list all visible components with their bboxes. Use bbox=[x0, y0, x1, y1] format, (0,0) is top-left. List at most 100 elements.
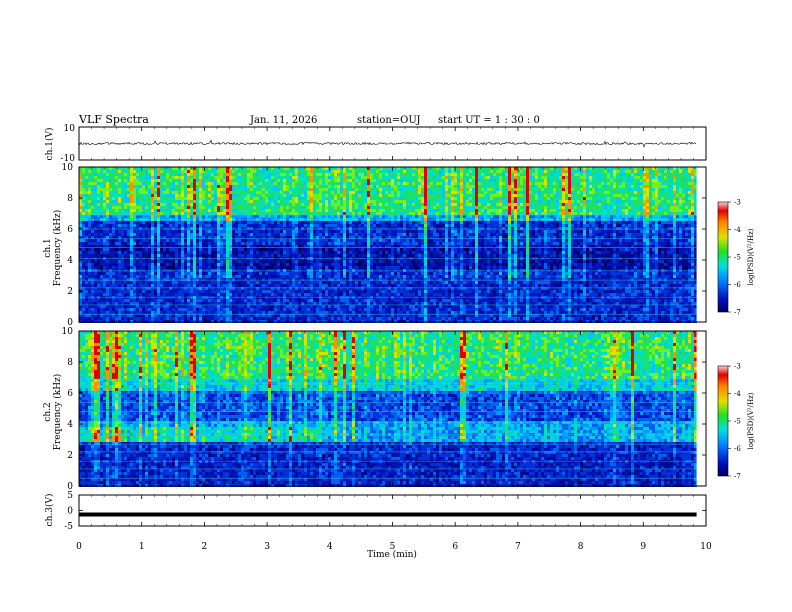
spectrogram-cell bbox=[157, 194, 160, 197]
spectrogram-cell bbox=[343, 233, 346, 236]
spectrogram-cell bbox=[280, 215, 283, 218]
spectrogram-cell bbox=[643, 227, 646, 230]
spectrogram-cell bbox=[568, 209, 571, 212]
spectrogram-cell bbox=[82, 170, 85, 173]
spectrogram-cell bbox=[301, 227, 304, 230]
spectrogram-cell bbox=[418, 230, 421, 233]
spectrogram-cell bbox=[682, 185, 685, 188]
spectrogram-cell bbox=[241, 182, 244, 185]
spectrogram-cell bbox=[424, 221, 427, 224]
spectrogram-cell bbox=[256, 212, 259, 215]
spectrogram-cell bbox=[250, 203, 253, 206]
spectrogram-cell bbox=[466, 224, 469, 227]
spectrogram-cell bbox=[145, 176, 148, 179]
spectrogram-cell bbox=[604, 227, 607, 230]
spectrogram-cell bbox=[262, 194, 265, 197]
spectrogram-cell bbox=[511, 233, 514, 236]
spectrogram-cell bbox=[508, 209, 511, 212]
spectrogram-cell bbox=[640, 221, 643, 224]
spectrogram-cell bbox=[472, 188, 475, 191]
spectrogram-cell bbox=[436, 191, 439, 194]
spectrogram-cell bbox=[463, 212, 466, 215]
spectrogram-cell bbox=[652, 221, 655, 224]
spectrogram-cell bbox=[535, 206, 538, 209]
spectrogram-cell bbox=[250, 173, 253, 176]
spectrogram-cell bbox=[181, 206, 184, 209]
spectrogram-cell bbox=[469, 206, 472, 209]
spectrogram-cell bbox=[118, 173, 121, 176]
spectrogram-cell bbox=[508, 185, 511, 188]
spectrogram-cell bbox=[409, 191, 412, 194]
spectrogram-cell bbox=[610, 185, 613, 188]
spectrogram-cell bbox=[496, 170, 499, 173]
spectrogram-cell bbox=[124, 224, 127, 227]
spectrogram-cell bbox=[676, 170, 679, 173]
spectrogram-cell bbox=[268, 179, 271, 182]
spectrogram-cell bbox=[541, 230, 544, 233]
spectrogram-cell bbox=[322, 227, 325, 230]
spectrogram-cell bbox=[607, 224, 610, 227]
spectrogram-cell bbox=[358, 188, 361, 191]
spectrogram-cell bbox=[127, 173, 130, 176]
spectrogram-cell bbox=[496, 230, 499, 233]
spectrogram-cell bbox=[661, 179, 664, 182]
spectrogram-cell bbox=[508, 173, 511, 176]
spectrogram-cell bbox=[262, 209, 265, 212]
spectrogram-cell bbox=[676, 209, 679, 212]
spectrogram-cell bbox=[661, 212, 664, 215]
spectrogram-cell bbox=[97, 170, 100, 173]
spectrogram-cell bbox=[403, 194, 406, 197]
spectrogram-cell bbox=[319, 200, 322, 203]
spectrogram-cell bbox=[481, 209, 484, 212]
spectrogram-cell bbox=[82, 203, 85, 206]
spectrogram-cell bbox=[427, 179, 430, 182]
spectrogram-cell bbox=[277, 233, 280, 236]
spectrogram-cell bbox=[679, 227, 682, 230]
spectrogram-cell bbox=[565, 176, 568, 179]
spectrogram-cell bbox=[589, 221, 592, 224]
spectrogram-cell bbox=[169, 173, 172, 176]
spectrogram-cell bbox=[220, 209, 223, 212]
spectrogram-cell bbox=[517, 227, 520, 230]
spectrogram-cell bbox=[607, 191, 610, 194]
spectrogram-cell bbox=[409, 200, 412, 203]
spectrogram-cell bbox=[187, 203, 190, 206]
spectrogram-cell bbox=[379, 212, 382, 215]
spectrogram-cell bbox=[103, 239, 106, 242]
spectrogram-cell bbox=[358, 230, 361, 233]
spectrogram-cell bbox=[601, 227, 604, 230]
spectrogram-cell bbox=[685, 206, 688, 209]
spectrogram-cell bbox=[511, 215, 514, 218]
spectrogram-cell bbox=[493, 227, 496, 230]
spectrogram-cell bbox=[277, 230, 280, 233]
spectrogram-cell bbox=[295, 191, 298, 194]
spectrogram-cell bbox=[244, 188, 247, 191]
spectrogram-cell bbox=[427, 176, 430, 179]
spectrogram-cell bbox=[244, 233, 247, 236]
spectrogram-cell bbox=[238, 185, 241, 188]
spectrogram-cell bbox=[532, 188, 535, 191]
spectrogram-cell bbox=[622, 182, 625, 185]
spectrogram-cell bbox=[475, 227, 478, 230]
spectrogram-cell bbox=[424, 182, 427, 185]
spectrogram-cell bbox=[304, 227, 307, 230]
spectrogram-cell bbox=[232, 170, 235, 173]
spectrogram-cell bbox=[514, 230, 517, 233]
spectrogram-cell bbox=[97, 176, 100, 179]
spectrogram-cell bbox=[568, 233, 571, 236]
spectrogram-cell bbox=[520, 209, 523, 212]
spectrogram-cell bbox=[685, 176, 688, 179]
spectrogram-cell bbox=[121, 227, 124, 230]
spectrogram-cell bbox=[94, 221, 97, 224]
spectrogram-cell bbox=[463, 191, 466, 194]
spectrogram-cell bbox=[103, 227, 106, 230]
spectrogram-cell bbox=[514, 197, 517, 200]
spectrogram-cell bbox=[382, 194, 385, 197]
spectrogram-cell bbox=[565, 194, 568, 197]
spectrogram-cell bbox=[85, 221, 88, 224]
spectrogram-cell bbox=[202, 239, 205, 242]
spectrogram-cell bbox=[469, 188, 472, 191]
spectrogram-cell bbox=[367, 176, 370, 179]
spectrogram-cell bbox=[283, 233, 286, 236]
spectrogram-cell bbox=[547, 230, 550, 233]
